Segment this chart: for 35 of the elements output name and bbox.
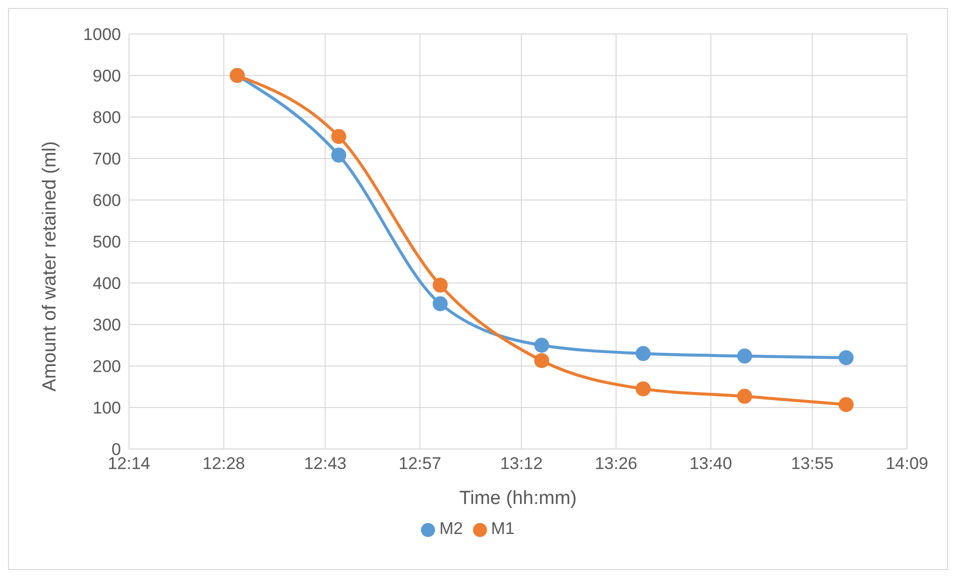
x-tick-label: 12:57 [398, 454, 442, 474]
x-tick-label: 13:12 [500, 454, 543, 474]
point [534, 338, 550, 353]
x-tick-label: 12:14 [108, 454, 150, 474]
point [636, 381, 651, 396]
legend-label: M2 [439, 519, 463, 538]
y-tick-label: 500 [92, 232, 121, 252]
y-tick-label: 100 [92, 398, 121, 418]
x-axis-title: Time (hh:mm) [459, 488, 577, 509]
y-tick-label: 900 [92, 66, 121, 86]
point [432, 278, 448, 293]
x-tick-label: 13:40 [690, 454, 732, 474]
x-tick-label: 13:26 [594, 454, 638, 474]
y-tick-label: 700 [92, 150, 121, 169]
point [737, 348, 752, 364]
point [432, 296, 448, 312]
point [534, 353, 550, 368]
x-tick-label: 13:55 [791, 454, 834, 474]
y-tick-label: 800 [92, 108, 121, 128]
legend-label: M1 [491, 519, 515, 538]
point [838, 350, 854, 366]
point [838, 397, 854, 412]
y-tick-label: 600 [92, 191, 121, 210]
y-tick-label: 1000 [83, 25, 121, 44]
y-tick-label: 200 [92, 357, 121, 376]
y-axis-title: Amount of water retained (ml) [40, 141, 61, 392]
x-tick-label: 14:09 [886, 454, 928, 474]
y-tick-label: 400 [92, 274, 121, 294]
point [737, 388, 752, 404]
x-tick-label: 12:28 [202, 454, 246, 474]
x-tick-label: 12:43 [304, 454, 346, 474]
y-tick-label: 300 [92, 316, 121, 335]
point [636, 346, 651, 362]
point [331, 129, 346, 144]
point [331, 148, 346, 163]
